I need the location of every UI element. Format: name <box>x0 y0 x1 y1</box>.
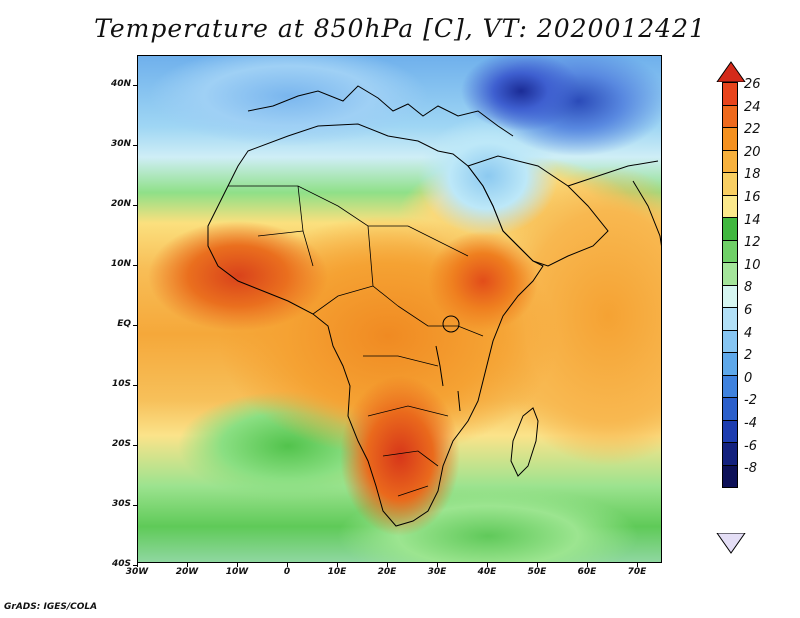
temperature-map <box>137 55 662 563</box>
colorbar-label: 4 <box>744 325 753 341</box>
colorbar-swatch <box>722 464 738 488</box>
y-tick-label: 10N <box>110 259 131 269</box>
x-tick-label: 10W <box>225 567 249 577</box>
y-tick-label: 40S <box>111 559 131 569</box>
colorbar-swatch <box>722 172 738 196</box>
colorbar-swatch <box>722 329 738 353</box>
colorbar-swatch <box>722 374 738 398</box>
x-tick-label: 10E <box>327 567 347 577</box>
colorbar-label: 24 <box>744 99 761 115</box>
x-tick-mark <box>187 563 188 567</box>
colorbar-swatch <box>722 217 738 241</box>
colorbar-label: 16 <box>744 190 761 205</box>
y-tick-label: 20N <box>110 199 131 209</box>
colorbar-label: -8 <box>744 461 757 477</box>
x-tick-label: 40E <box>477 567 497 577</box>
colorbar-swatch <box>722 239 738 263</box>
y-tick-mark <box>133 325 137 326</box>
colorbar-label: 18 <box>744 167 761 183</box>
colorbar-label: 14 <box>744 212 761 228</box>
colorbar-swatch <box>722 352 738 376</box>
x-tick-label: 50E <box>527 567 547 577</box>
x-tick-mark <box>437 563 438 567</box>
x-tick-label: 20W <box>175 567 199 577</box>
y-tick-mark <box>133 385 137 386</box>
colorbar-label: 20 <box>744 144 761 160</box>
colorbar-swatch <box>722 149 738 173</box>
colorbar-label: -6 <box>744 438 757 454</box>
y-tick-label: 20S <box>111 439 131 449</box>
colorbar-swatch <box>722 127 738 151</box>
x-tick-label: 30W <box>125 567 149 577</box>
coastlines-borders <box>207 85 661 527</box>
x-tick-mark <box>587 563 588 567</box>
colorbar-label: -4 <box>744 416 757 431</box>
x-tick-mark <box>337 563 338 567</box>
y-tick-mark <box>133 145 137 146</box>
x-tick-mark <box>237 563 238 567</box>
x-tick-label: 30E <box>427 567 447 577</box>
colorbar-label: -2 <box>744 393 757 409</box>
colorbar-swatch <box>722 397 738 421</box>
arabian-peninsula <box>467 155 609 267</box>
colorbar-swatch <box>722 82 738 106</box>
colorbar-swatch <box>722 419 738 443</box>
colorbar-swatch <box>722 307 738 331</box>
colorbar-label: 2 <box>744 348 753 364</box>
x-tick-mark <box>387 563 388 567</box>
y-tick-mark <box>133 565 137 566</box>
y-tick-label: EQ <box>117 319 131 329</box>
x-tick-label: 70E <box>627 567 647 577</box>
africa-coastline <box>207 123 544 527</box>
x-tick-label: 0 <box>283 567 291 577</box>
border-lines <box>228 185 484 497</box>
x-tick-mark <box>537 563 538 567</box>
colorbar-label: 26 <box>744 77 761 92</box>
y-tick-mark <box>133 505 137 506</box>
colorbar-label: 12 <box>744 235 761 251</box>
x-tick-mark <box>287 563 288 567</box>
lake-victoria <box>442 315 460 333</box>
y-tick-mark <box>133 265 137 266</box>
colorbar-label: 10 <box>744 257 761 273</box>
lake-malawi <box>457 390 461 412</box>
y-tick-mark <box>133 445 137 446</box>
colorbar-label: 0 <box>744 370 753 386</box>
x-tick-mark <box>137 563 138 567</box>
x-tick-label: 20E <box>377 567 397 577</box>
y-tick-label: 30S <box>111 499 131 509</box>
colorbar-swatch <box>722 194 738 218</box>
x-tick-mark <box>487 563 488 567</box>
iran-coast <box>567 160 659 187</box>
colorbar-label: 6 <box>744 303 753 318</box>
colorbar-swatch <box>722 442 738 466</box>
colorbar-bottom-arrow <box>716 533 746 554</box>
y-tick-label: 30N <box>110 139 131 149</box>
india-coast <box>632 180 661 247</box>
footer-credit: GrADS: IGES/COLA <box>4 602 98 612</box>
colorbar-label: 8 <box>744 280 753 296</box>
lake-tanganyika <box>435 345 444 387</box>
x-tick-label: 60E <box>577 567 597 577</box>
madagascar <box>510 407 539 477</box>
y-tick-mark <box>133 205 137 206</box>
colorbar-swatch <box>722 262 738 286</box>
colorbar-top-arrow <box>716 61 746 82</box>
y-tick-label: 40N <box>110 79 131 89</box>
y-tick-mark <box>133 85 137 86</box>
colorbar-swatch <box>722 284 738 308</box>
y-tick-label: 10S <box>111 379 131 389</box>
colorbar <box>722 62 740 560</box>
map-title: Temperature at 850hPa [C], VT: 202001242… <box>94 14 706 43</box>
x-tick-mark <box>637 563 638 567</box>
colorbar-swatch <box>722 104 738 128</box>
colorbar-label: 22 <box>744 122 761 138</box>
mediterranean-north-coast <box>247 85 514 137</box>
